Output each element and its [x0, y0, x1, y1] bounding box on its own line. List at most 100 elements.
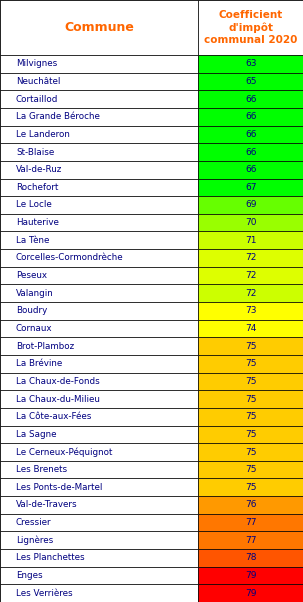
Bar	[0, 355, 198, 373]
Bar	[198, 514, 303, 532]
Bar	[0, 179, 198, 196]
Bar	[0, 390, 198, 408]
Text: 76: 76	[245, 500, 256, 509]
Text: Neuchâtel: Neuchâtel	[16, 77, 60, 86]
Bar	[0, 0, 198, 55]
Bar	[198, 214, 303, 231]
Text: 73: 73	[245, 306, 256, 315]
Bar	[198, 73, 303, 90]
Bar	[0, 143, 198, 161]
Text: Lignères: Lignères	[16, 536, 53, 545]
Text: La Grande Béroche: La Grande Béroche	[16, 112, 100, 121]
Bar	[198, 355, 303, 373]
Bar	[0, 126, 198, 143]
Bar	[0, 373, 198, 390]
Text: 75: 75	[245, 447, 256, 456]
Bar	[0, 161, 198, 179]
Bar	[198, 302, 303, 320]
Bar	[0, 566, 198, 585]
Bar	[198, 196, 303, 214]
Text: 72: 72	[245, 253, 256, 262]
Text: Val-de-Ruz: Val-de-Ruz	[16, 165, 62, 174]
Text: 69: 69	[245, 200, 256, 209]
Text: Coefficient
d'impôt
communal 2020: Coefficient d'impôt communal 2020	[204, 10, 298, 45]
Bar	[0, 214, 198, 231]
Bar	[0, 284, 198, 302]
Bar	[198, 90, 303, 108]
Text: 63: 63	[245, 60, 256, 68]
Text: 79: 79	[245, 571, 256, 580]
Bar	[198, 585, 303, 602]
Text: Commune: Commune	[64, 21, 134, 34]
Bar	[0, 231, 198, 249]
Bar	[198, 426, 303, 443]
Bar	[198, 161, 303, 179]
Text: Le Locle: Le Locle	[16, 200, 52, 209]
Bar	[0, 585, 198, 602]
Text: 66: 66	[245, 165, 256, 174]
Text: 75: 75	[245, 342, 256, 350]
Text: Milvignes: Milvignes	[16, 60, 57, 68]
Text: 72: 72	[245, 289, 256, 298]
Text: Les Ponts-de-Martel: Les Ponts-de-Martel	[16, 483, 102, 492]
Text: Hauterive: Hauterive	[16, 218, 59, 227]
Text: 75: 75	[245, 359, 256, 368]
Bar	[0, 426, 198, 443]
Bar	[198, 566, 303, 585]
Text: 67: 67	[245, 183, 256, 192]
Bar	[198, 408, 303, 426]
Bar	[0, 90, 198, 108]
Bar	[0, 337, 198, 355]
Text: Brot-Plamboz: Brot-Plamboz	[16, 342, 74, 350]
Text: Peseux: Peseux	[16, 271, 47, 280]
Text: 66: 66	[245, 95, 256, 104]
Bar	[0, 479, 198, 496]
Bar	[198, 249, 303, 267]
Text: 66: 66	[245, 130, 256, 139]
Text: La Côte-aux-Fées: La Côte-aux-Fées	[16, 412, 91, 421]
Bar	[198, 337, 303, 355]
Bar	[0, 461, 198, 479]
Bar	[0, 302, 198, 320]
Text: La Tène: La Tène	[16, 236, 49, 245]
Text: Boudry: Boudry	[16, 306, 47, 315]
Text: 74: 74	[245, 324, 256, 333]
Text: 77: 77	[245, 518, 256, 527]
Bar	[198, 549, 303, 566]
Bar	[198, 126, 303, 143]
Text: La Brévine: La Brévine	[16, 359, 62, 368]
Text: La Chaux-de-Fonds: La Chaux-de-Fonds	[16, 377, 100, 386]
Bar	[0, 443, 198, 461]
Text: Rochefort: Rochefort	[16, 183, 58, 192]
Text: 66: 66	[245, 112, 256, 121]
Bar	[198, 443, 303, 461]
Text: 71: 71	[245, 236, 256, 245]
Bar	[198, 532, 303, 549]
Bar	[0, 532, 198, 549]
Text: 75: 75	[245, 483, 256, 492]
Bar	[0, 408, 198, 426]
Bar	[198, 267, 303, 284]
Bar	[0, 549, 198, 566]
Text: Le Landeron: Le Landeron	[16, 130, 70, 139]
Bar	[0, 267, 198, 284]
Text: Cornaux: Cornaux	[16, 324, 52, 333]
Text: La Chaux-du-Milieu: La Chaux-du-Milieu	[16, 394, 100, 403]
Bar	[198, 0, 303, 55]
Text: 75: 75	[245, 412, 256, 421]
Text: 66: 66	[245, 147, 256, 157]
Text: 70: 70	[245, 218, 256, 227]
Text: 77: 77	[245, 536, 256, 545]
Text: 78: 78	[245, 553, 256, 562]
Bar	[198, 231, 303, 249]
Text: La Sagne: La Sagne	[16, 430, 56, 439]
Bar	[198, 179, 303, 196]
Text: Les Brenets: Les Brenets	[16, 465, 67, 474]
Text: Enges: Enges	[16, 571, 42, 580]
Bar	[198, 108, 303, 126]
Text: 75: 75	[245, 394, 256, 403]
Text: 65: 65	[245, 77, 256, 86]
Text: 79: 79	[245, 589, 256, 598]
Bar	[198, 496, 303, 514]
Bar	[0, 108, 198, 126]
